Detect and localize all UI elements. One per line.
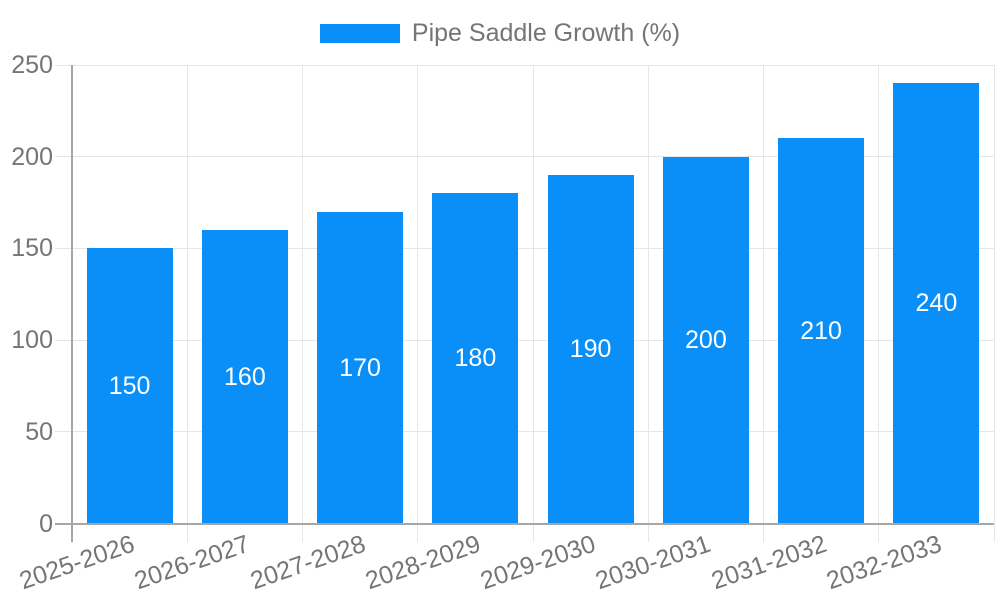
gridline-vertical <box>302 65 303 542</box>
gridline-horizontal <box>55 339 994 341</box>
y-axis-tick-label: 50 <box>25 417 53 446</box>
y-axis-tick-label: 200 <box>11 142 53 171</box>
bar-value-label: 160 <box>224 362 266 391</box>
gridline-vertical <box>532 65 534 542</box>
bar <box>778 138 865 524</box>
bar-value-label: 180 <box>454 344 497 373</box>
bar <box>317 211 404 524</box>
x-axis-tick-label: 2028-2029 <box>361 529 484 596</box>
bar <box>662 156 749 524</box>
gridline-horizontal <box>55 431 994 433</box>
bar-value-label: 190 <box>569 335 612 364</box>
x-axis-tick-label: 2031-2032 <box>707 529 830 596</box>
legend: Pipe Saddle Growth (%) <box>0 19 1000 48</box>
gridline-vertical <box>763 65 764 542</box>
x-axis-line <box>55 522 994 525</box>
bar <box>547 175 634 524</box>
x-axis-tick-label: 2027-2028 <box>246 529 369 596</box>
x-axis-tick-label: 2025-2026 <box>16 529 139 596</box>
bar <box>86 248 173 524</box>
gridline-horizontal <box>55 156 994 158</box>
x-axis-tick-label: 2026-2027 <box>131 529 254 596</box>
gridline-horizontal <box>55 247 994 249</box>
y-axis-tick-label: 100 <box>11 326 53 355</box>
legend-swatch <box>319 24 400 43</box>
gridline-vertical <box>417 65 419 542</box>
bar-value-label: 200 <box>685 326 727 355</box>
bar-value-label: 150 <box>108 372 151 400</box>
gridline-vertical <box>878 65 880 542</box>
y-axis-line <box>71 65 73 542</box>
gridline-vertical <box>647 65 649 542</box>
gridline-horizontal <box>55 64 994 66</box>
gridline-vertical <box>993 65 995 542</box>
bar <box>432 193 519 524</box>
y-axis-tick-label: 250 <box>11 51 53 79</box>
x-axis-tick-label: 2029-2030 <box>477 529 600 596</box>
bar-value-label: 170 <box>339 353 381 382</box>
bar <box>201 230 288 524</box>
y-axis-tick-label: 150 <box>11 234 53 263</box>
bar-value-label: 240 <box>915 289 958 318</box>
bar <box>893 83 980 524</box>
gridline-vertical <box>186 65 188 542</box>
legend-label: Pipe Saddle Growth (%) <box>411 19 681 47</box>
bar-value-label: 210 <box>800 316 842 345</box>
y-axis-tick-label: 0 <box>39 509 53 538</box>
x-axis-tick-label: 2032-2033 <box>822 529 945 596</box>
x-axis-tick-label: 2030-2031 <box>592 529 715 596</box>
